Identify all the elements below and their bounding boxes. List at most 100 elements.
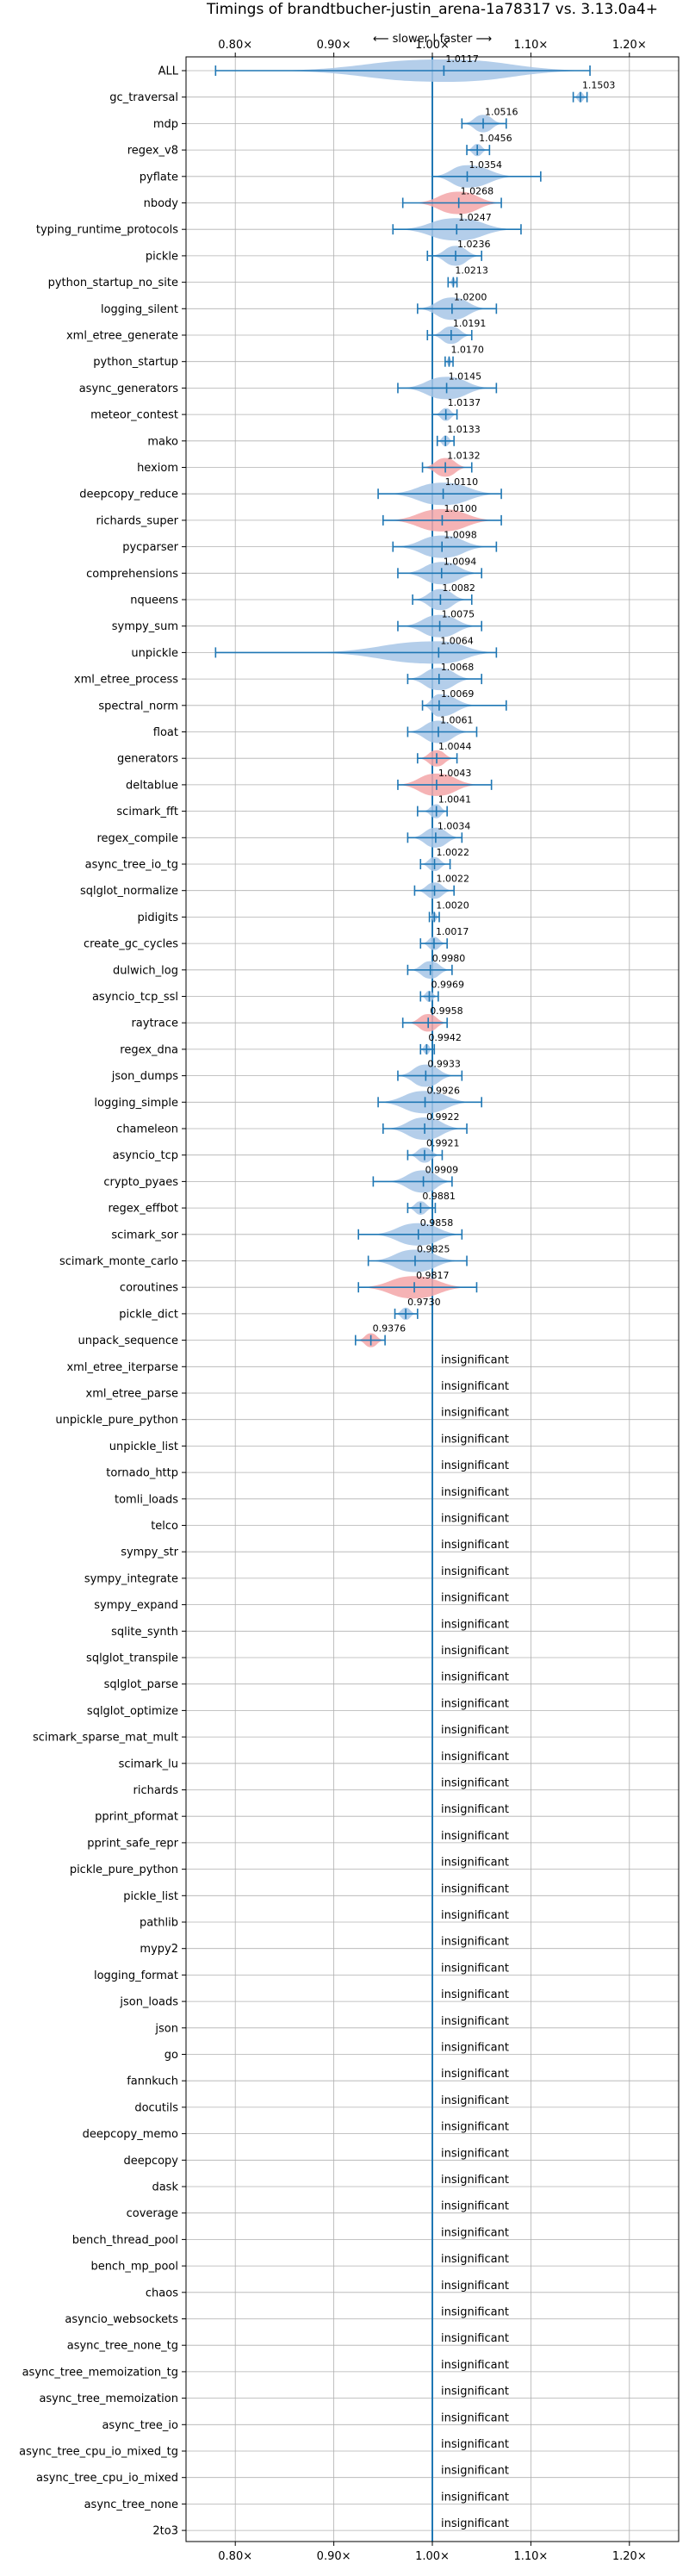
value-label-regex-v8: 1.0456 <box>479 133 512 144</box>
x-tick-label-top-0: 0.80× <box>218 39 252 52</box>
value-label-gc-traversal: 1.1503 <box>582 80 616 91</box>
violin-generators <box>417 750 458 767</box>
bench-label-sympy-expand: sympy_expand <box>94 1599 178 1612</box>
bench-label-async-tree-memoization: async_tree_memoization <box>39 2392 178 2405</box>
value-label-deltablue: 1.0043 <box>438 768 472 779</box>
violin-json-dumps <box>397 1064 463 1087</box>
violin-dulwich-log <box>407 961 453 979</box>
insignificant-label-unpickle-pure-python: insignificant <box>441 1407 509 1420</box>
bench-label-sqlglot-transpile: sqlglot_transpile <box>86 1652 178 1665</box>
bench-label-bench-thread-pool: bench_thread_pool <box>72 2234 178 2247</box>
value-label-async-generators: 1.0145 <box>449 370 482 382</box>
bench-label-mypy2: mypy2 <box>140 1943 178 1956</box>
violin-coroutines <box>357 1276 478 1299</box>
value-label-float: 1.0061 <box>440 715 474 726</box>
bench-label-float: float <box>153 726 178 739</box>
bench-label-async-tree-io: async_tree_io <box>102 2419 178 2432</box>
bench-label-coroutines: coroutines <box>120 1282 178 1295</box>
value-label-pickle-dict: 0.9730 <box>407 1297 441 1308</box>
bench-label-nqueens: nqueens <box>130 594 178 607</box>
bench-label-python-startup: python_startup <box>93 356 178 369</box>
value-label-python-startup-no-site: 1.0213 <box>455 265 488 277</box>
insignificant-label-async-tree-none-tg: insignificant <box>441 2332 509 2345</box>
value-label-json-dumps: 0.9933 <box>427 1059 461 1070</box>
bench-label-go: go <box>164 2049 178 2062</box>
bench-label-dulwich-log: dulwich_log <box>113 964 178 977</box>
x-tick-label-bottom-2: 1.00× <box>415 2550 450 2563</box>
value-label-mako: 1.0133 <box>447 424 481 435</box>
bench-label-mako: mako <box>147 435 178 448</box>
bench-label-2to3: 2to3 <box>152 2525 178 2538</box>
bench-label-regex-compile: regex_compile <box>96 832 178 845</box>
violin-regex-v8 <box>466 143 491 157</box>
bench-label-xml-etree-iterparse: xml_etree_iterparse <box>66 1361 178 1374</box>
bench-label-comprehensions: comprehensions <box>86 568 178 581</box>
value-label-logging-simple: 0.9926 <box>427 1085 461 1096</box>
insignificant-label-docutils: insignificant <box>441 2094 509 2107</box>
x-tick-label-top-1: 0.90× <box>317 39 351 52</box>
bench-label-async-generators: async_generators <box>79 383 179 395</box>
insignificant-label-pickle-list: insignificant <box>441 1882 509 1895</box>
x-tick-label-top-2: 1.00× <box>415 39 450 52</box>
value-label-async-tree-io-tg: 1.0022 <box>437 847 470 858</box>
insignificant-label-logging-format: insignificant <box>441 1962 509 1975</box>
bench-label-logging-simple: logging_simple <box>94 1097 178 1110</box>
plot-frame <box>185 56 680 2542</box>
violin-asyncio-tcp-ssl <box>419 991 439 1002</box>
bench-label-scimark-lu: scimark_lu <box>119 1758 178 1770</box>
insignificant-label-async-tree-memoization: insignificant <box>441 2386 509 2399</box>
bench-label-json: json <box>154 2022 178 2035</box>
value-label-scimark-monte-carlo: 0.9825 <box>417 1244 450 1255</box>
insignificant-label-chaos: insignificant <box>441 2280 509 2293</box>
bench-label-xml-etree-process: xml_etree_process <box>74 674 178 687</box>
violin-python-startup <box>444 356 454 367</box>
bench-label-scimark-fft: scimark_fft <box>116 806 178 818</box>
violin-all <box>214 59 591 82</box>
bench-label-sqlglot-normalize: sqlglot_normalize <box>80 885 178 898</box>
violin-regex-effbot <box>407 1201 437 1215</box>
bench-label-pyflate: pyflate <box>140 171 178 184</box>
violin-spectral-norm <box>421 694 507 717</box>
bench-label-unpack-sequence: unpack_sequence <box>78 1335 178 1347</box>
bench-label-tomli-loads: tomli_loads <box>115 1493 178 1506</box>
bench-label-gc-traversal: gc_traversal <box>109 91 178 104</box>
bench-label-pickle-list: pickle_list <box>123 1890 178 1903</box>
violin-sqlglot-normalize <box>413 882 455 899</box>
bench-label-telco: telco <box>151 1520 178 1533</box>
violin-xml-etree-generate <box>426 326 473 345</box>
insignificant-label-async-tree-none: insignificant <box>441 2491 509 2504</box>
insignificant-label-bench-mp-pool: insignificant <box>441 2253 509 2266</box>
bench-label-asyncio-websockets: asyncio_websockets <box>65 2313 178 2326</box>
violin-pycparser <box>392 535 498 558</box>
value-label-asyncio-tcp: 0.9921 <box>426 1138 460 1149</box>
violin-mako <box>436 435 455 447</box>
insignificant-label-deepcopy: insignificant <box>441 2147 509 2160</box>
violin-pyflate <box>431 165 542 188</box>
bench-label-async-tree-io-tg: async_tree_io_tg <box>85 859 178 872</box>
value-label-python-startup: 1.0170 <box>450 345 484 356</box>
bench-label-sympy-integrate: sympy_integrate <box>84 1572 178 1585</box>
bench-label-scimark-monte-carlo: scimark_monte_carlo <box>59 1255 178 1268</box>
bench-label-coverage: coverage <box>127 2207 178 2220</box>
value-label-unpack-sequence: 0.9376 <box>373 1323 407 1335</box>
bench-label-pycparser: pycparser <box>122 541 178 554</box>
insignificant-label-scimark-lu: insignificant <box>441 1751 509 1764</box>
insignificant-label-sympy-integrate: insignificant <box>441 1565 509 1578</box>
bench-label-asyncio-tcp: asyncio_tcp <box>113 1149 178 1162</box>
insignificant-label-pprint-safe-repr: insignificant <box>441 1830 509 1843</box>
bench-label-async-tree-memoization-tg: async_tree_memoization_tg <box>22 2366 178 2379</box>
value-label-regex-dna: 0.9942 <box>428 1032 462 1043</box>
insignificant-label-xml-etree-parse: insignificant <box>441 1380 509 1393</box>
insignificant-label-pprint-pformat: insignificant <box>441 1803 509 1816</box>
value-label-sqlglot-normalize: 1.0022 <box>437 874 470 885</box>
violin-nqueens <box>412 588 473 611</box>
value-label-xml-etree-generate: 1.0191 <box>453 318 487 329</box>
value-label-asyncio-tcp-ssl: 0.9969 <box>431 980 464 991</box>
violin-deltablue <box>397 773 493 796</box>
bench-label-all: ALL <box>158 65 179 78</box>
violin-float <box>407 720 478 744</box>
bench-label-unpickle: unpickle <box>131 647 178 660</box>
value-label-nbody: 1.0268 <box>461 186 494 197</box>
value-label-hexiom: 1.0132 <box>447 451 481 462</box>
value-label-pidigits: 1.0020 <box>436 899 469 911</box>
